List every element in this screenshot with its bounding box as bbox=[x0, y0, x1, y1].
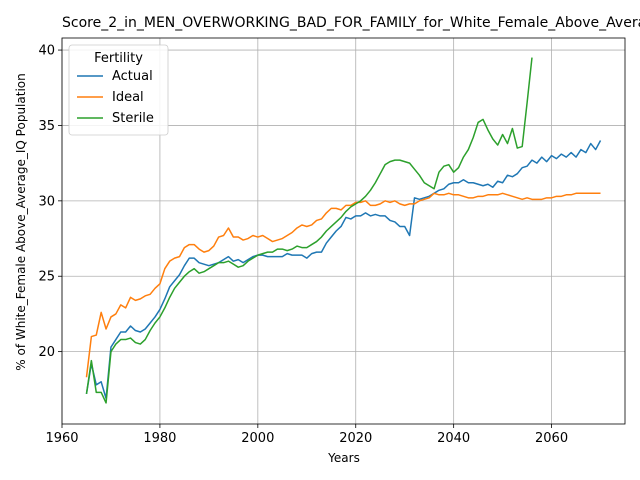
x-tick-label: 2000 bbox=[241, 431, 274, 446]
y-tick-label: 40 bbox=[38, 44, 55, 59]
y-axis-label: % of White_Female Above_Average_IQ Popul… bbox=[14, 73, 28, 370]
y-tick-label: 25 bbox=[38, 270, 55, 285]
legend-label-sterile: Sterile bbox=[112, 111, 154, 126]
series-line-ideal bbox=[85, 192, 601, 378]
legend: Fertility Actual Ideal Sterile bbox=[68, 44, 169, 136]
y-tick-label: 35 bbox=[38, 119, 55, 134]
legend-box bbox=[68, 44, 169, 136]
legend-title: Fertility bbox=[94, 51, 143, 66]
series-line-sterile bbox=[85, 57, 533, 404]
axes-frame bbox=[61, 37, 626, 425]
x-axis-label: Years bbox=[327, 451, 360, 465]
x-tick-label: 1960 bbox=[45, 431, 78, 446]
y-tick-label: 30 bbox=[38, 194, 55, 209]
legend-label-ideal: Ideal bbox=[112, 90, 144, 105]
series-line-actual bbox=[85, 140, 602, 400]
x-tick-label: 2060 bbox=[535, 431, 568, 446]
x-tick-label: 2040 bbox=[437, 431, 470, 446]
x-tick-label: 1980 bbox=[143, 431, 176, 446]
plot-area: 1960 1980 2000 2020 2040 2060 20 25 30 35 40 Fertil… bbox=[38, 37, 626, 446]
x-tick-label: 2020 bbox=[339, 431, 372, 446]
chart-title: Score_2_in_MEN_OVERWORKING_BAD_FOR_FAMIL… bbox=[62, 15, 640, 31]
legend-label-actual: Actual bbox=[112, 69, 153, 84]
y-tick-label: 20 bbox=[38, 345, 55, 360]
